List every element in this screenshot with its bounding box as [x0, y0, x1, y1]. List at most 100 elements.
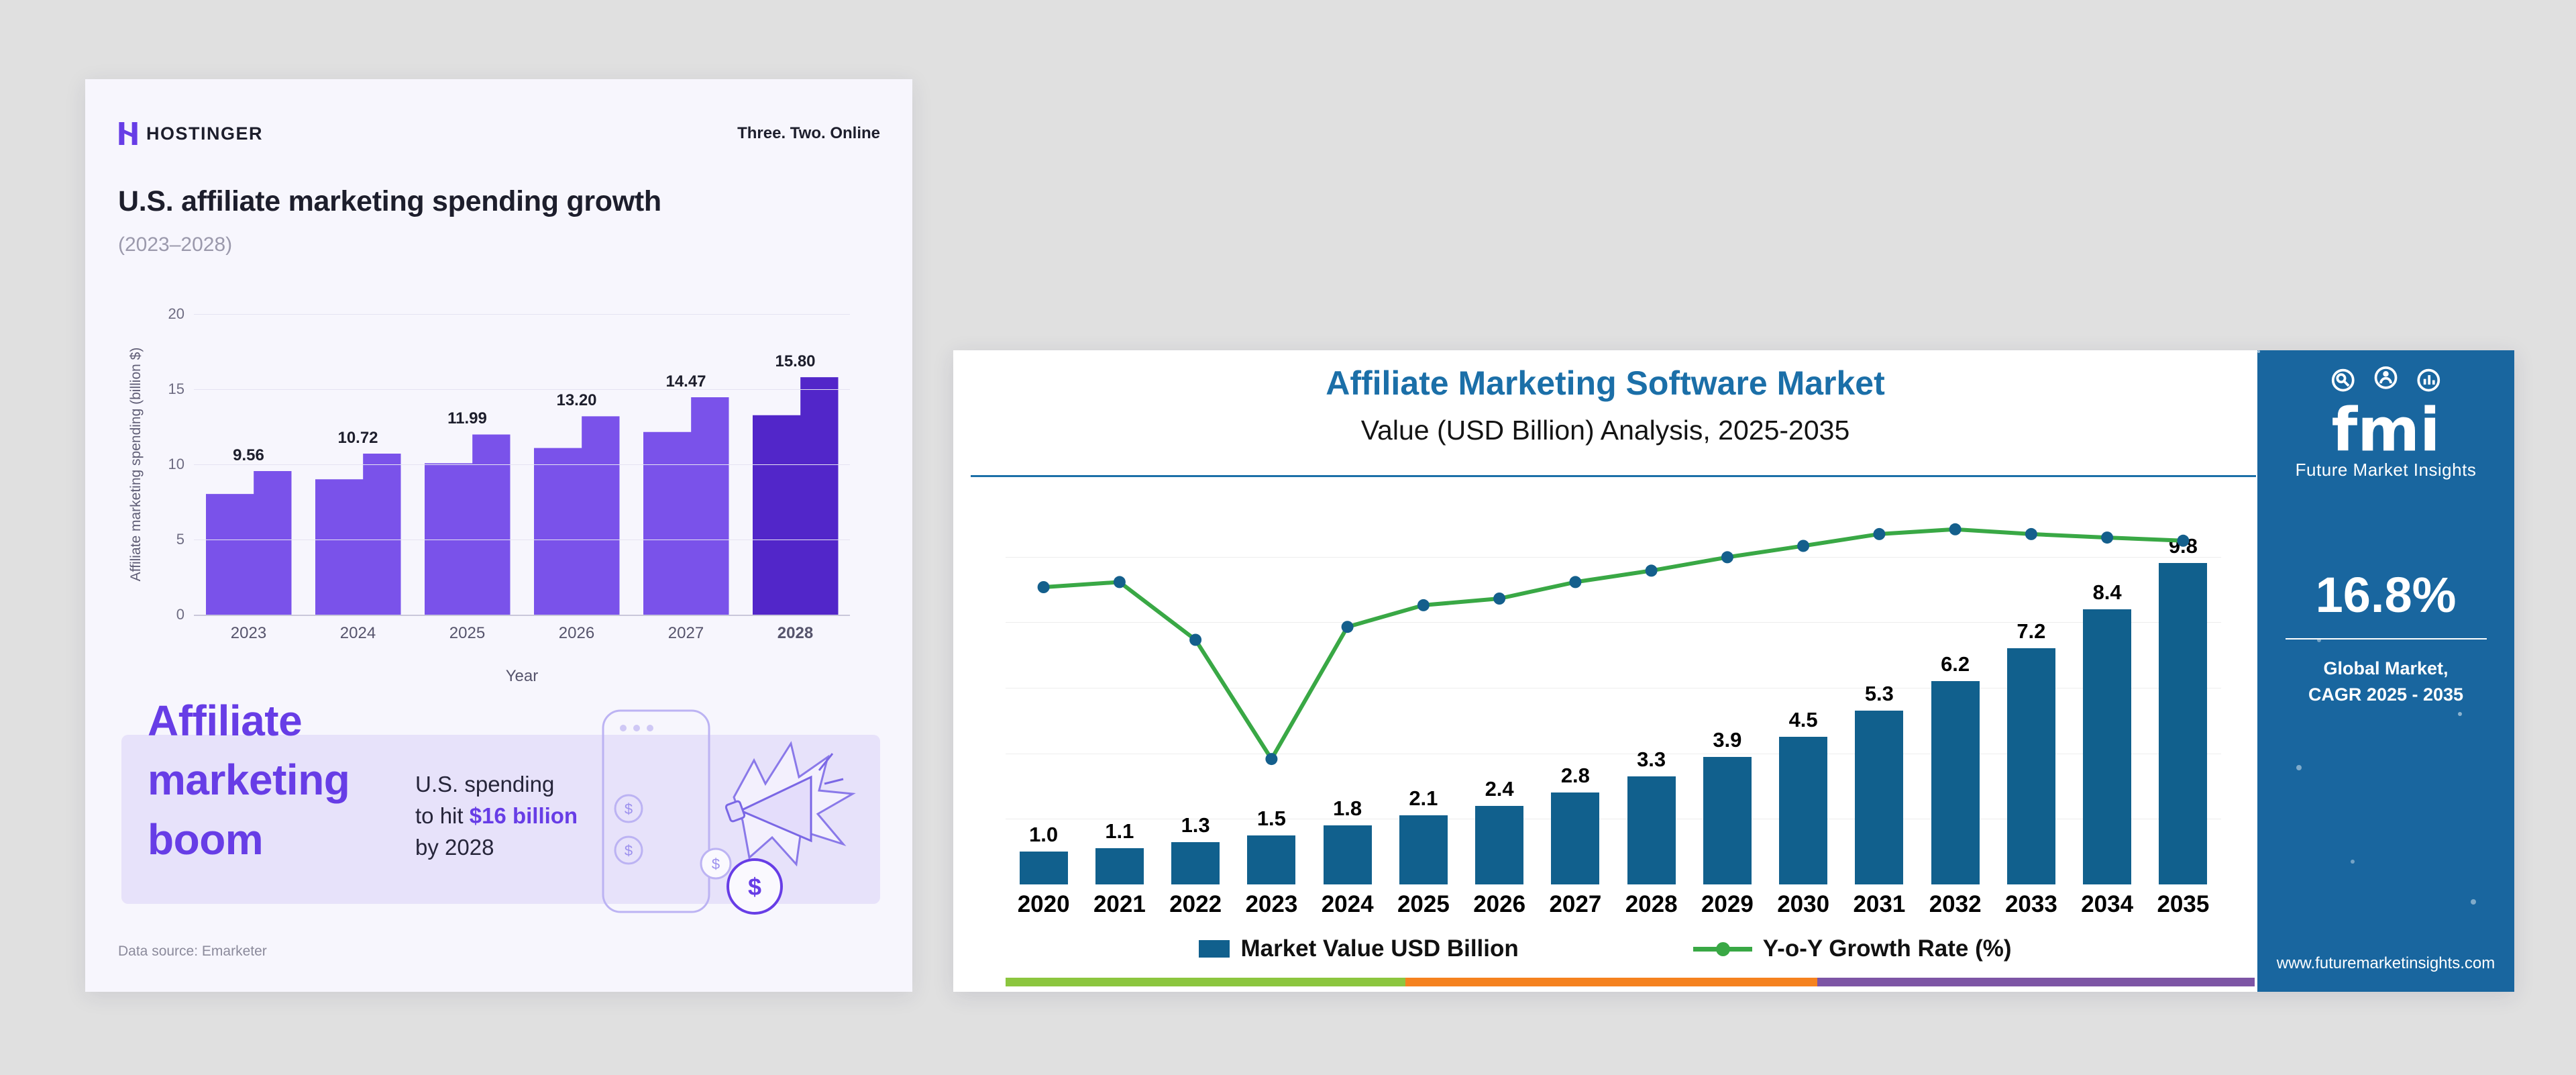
hostinger-logo-icon [119, 122, 138, 145]
market-value-bar [1399, 815, 1448, 884]
x-tick-label: 2024 [339, 624, 376, 642]
x-axis-title: Year [505, 667, 539, 685]
bar-column-2024: 10.72 [303, 314, 413, 615]
bar-column-2032: 6.2 [1917, 491, 1993, 884]
growth-line-dot [1873, 527, 1886, 540]
x-tick-label: 2022 [1169, 891, 1222, 917]
y-tick-label: 0 [176, 606, 184, 623]
growth-line-dot [1417, 599, 1430, 611]
legend-bar-swatch [1199, 940, 1230, 958]
gridline [194, 464, 850, 465]
spending-bar [315, 453, 401, 615]
y-tick-label: 15 [168, 380, 184, 397]
market-value-bar [1931, 681, 1980, 884]
bar-column-2027: 2.8 [1538, 491, 1613, 884]
growth-line-dot [2025, 527, 2037, 540]
cagr-label-line: CAGR 2025 - 2035 [2308, 684, 2464, 705]
megaphone-illustration: $ $ $ $ [602, 709, 856, 915]
bar-column-2031: 5.3 [1841, 491, 1917, 884]
bar-value-label: 2.4 [1485, 776, 1514, 801]
hostinger-logo-text: HOSTINGER [146, 123, 264, 144]
market-value-bar [1627, 776, 1676, 884]
combo-chart-plot: 1.0 1.1 1.3 1.5 1.8 2.1 2.4 2.8 3.3 3.9 4.5 5.3 6.2 7… [1006, 491, 2221, 884]
x-tick-label: 2026 [558, 624, 595, 642]
magnifier-icon [2331, 368, 2355, 392]
dollar-coin-icon [727, 858, 783, 915]
x-tick-label: 2024 [1321, 891, 1374, 917]
bar-value-label: 1.0 [1029, 823, 1059, 847]
person-icon [2374, 366, 2398, 389]
x-tick-label: 2031 [1853, 891, 1906, 917]
bar-value-label: 3.3 [1637, 747, 1666, 771]
chart-title: U.S. affiliate marketing spending growth [118, 185, 661, 217]
legend-label: Y-o-Y Growth Rate (%) [1762, 935, 2012, 962]
legend-line-swatch [1693, 941, 1752, 956]
market-value-bar [1779, 737, 1828, 884]
growth-line-dot [1949, 523, 1962, 535]
market-value-bar [1247, 835, 1296, 884]
bar-value-label: 11.99 [447, 409, 487, 428]
bar-column-2029: 3.9 [1689, 491, 1765, 884]
growth-line-dot [2177, 534, 2190, 547]
market-value-bar [1855, 711, 1904, 884]
x-axis-ticks: 2020 2021 2022 2023 2024 2025 2026 2027 2028 2029… [1006, 891, 2221, 918]
megaphone-icon [738, 775, 812, 843]
fmi-sidebar: fmi Future Market Insights 16.8% Global … [2257, 350, 2514, 992]
fmi-logo: fmi [2331, 366, 2440, 458]
callout-highlight: $16 billion [469, 803, 578, 828]
bar-column-2023: 1.5 [1234, 491, 1309, 884]
svg-text:$: $ [625, 801, 633, 817]
bar-value-label: 8.4 [2092, 580, 2122, 604]
bar-column-2027: 14.47 [631, 314, 741, 615]
market-value-bar [2159, 563, 2208, 884]
gridline [1006, 556, 2221, 558]
footer-stripe [1405, 978, 1818, 986]
spending-bar [752, 377, 839, 615]
legend-item-line: Y-o-Y Growth Rate (%) [1693, 935, 2012, 962]
callout-line: U.S. spending [415, 772, 555, 797]
fmi-infographic-card: Affiliate Marketing Software Market Valu… [953, 350, 2514, 992]
bar-value-label: 10.72 [337, 428, 378, 447]
x-tick-label: 2034 [2081, 891, 2134, 917]
x-axis-ticks: 2023 2024 2025 2026 2027 2028 [194, 624, 850, 643]
bar-column-2025: 2.1 [1385, 491, 1461, 884]
spending-bar [205, 470, 292, 615]
coin-icon [700, 848, 732, 880]
chart-subtitle: Value (USD Billion) Analysis, 2025-2035 [1360, 415, 1850, 446]
bar-column-2030: 4.5 [1766, 491, 1841, 884]
growth-line-path [1041, 527, 2186, 762]
x-tick-label: 2033 [2004, 891, 2057, 917]
gridline [194, 314, 850, 315]
bar-column-2024: 1.8 [1309, 491, 1385, 884]
legend-item-bars: Market Value USD Billion [1199, 935, 1519, 962]
x-tick-label: 2035 [2157, 891, 2210, 917]
bar-column-2034: 8.4 [2070, 491, 2145, 884]
spending-bar [533, 416, 620, 615]
headline-line: marketing [148, 756, 350, 805]
bar-series: 1.0 1.1 1.3 1.5 1.8 2.1 2.4 2.8 3.3 3.9 4.5 5.3 6.2 7… [1006, 491, 2221, 884]
chart-title: Affiliate Marketing Software Market [1326, 364, 1885, 402]
x-tick-label: 2025 [449, 624, 486, 642]
callout-line: to hit $16 billion [415, 801, 578, 832]
bar-value-label: 7.2 [2017, 619, 2046, 644]
x-tick-label: 2030 [1777, 891, 1830, 917]
website-url: www.futuremarketinsights.com [2276, 954, 2496, 972]
hostinger-logo: HOSTINGER [118, 122, 263, 145]
x-tick-label: 2021 [1093, 891, 1146, 917]
growth-line-dot [1721, 551, 1733, 564]
bar-column-2022: 1.3 [1158, 491, 1234, 884]
bar-value-label: 1.1 [1105, 819, 1134, 843]
bar-column-2023: 9.56 [194, 314, 303, 615]
market-value-bar [1475, 805, 1524, 884]
growth-line [1037, 523, 2190, 766]
bar-value-label: 4.5 [1788, 708, 1818, 732]
y-tick-label: 5 [176, 531, 184, 548]
headline-line: Affiliate [148, 697, 303, 745]
x-tick-label: 2025 [1397, 891, 1450, 917]
x-tick-label: 2032 [1929, 891, 1982, 917]
svg-text:$: $ [748, 873, 761, 901]
footer-stripe [1817, 978, 2255, 986]
phone-outline-icon [602, 709, 710, 913]
gridline [194, 389, 850, 390]
x-tick-label: 2023 [1245, 891, 1298, 917]
